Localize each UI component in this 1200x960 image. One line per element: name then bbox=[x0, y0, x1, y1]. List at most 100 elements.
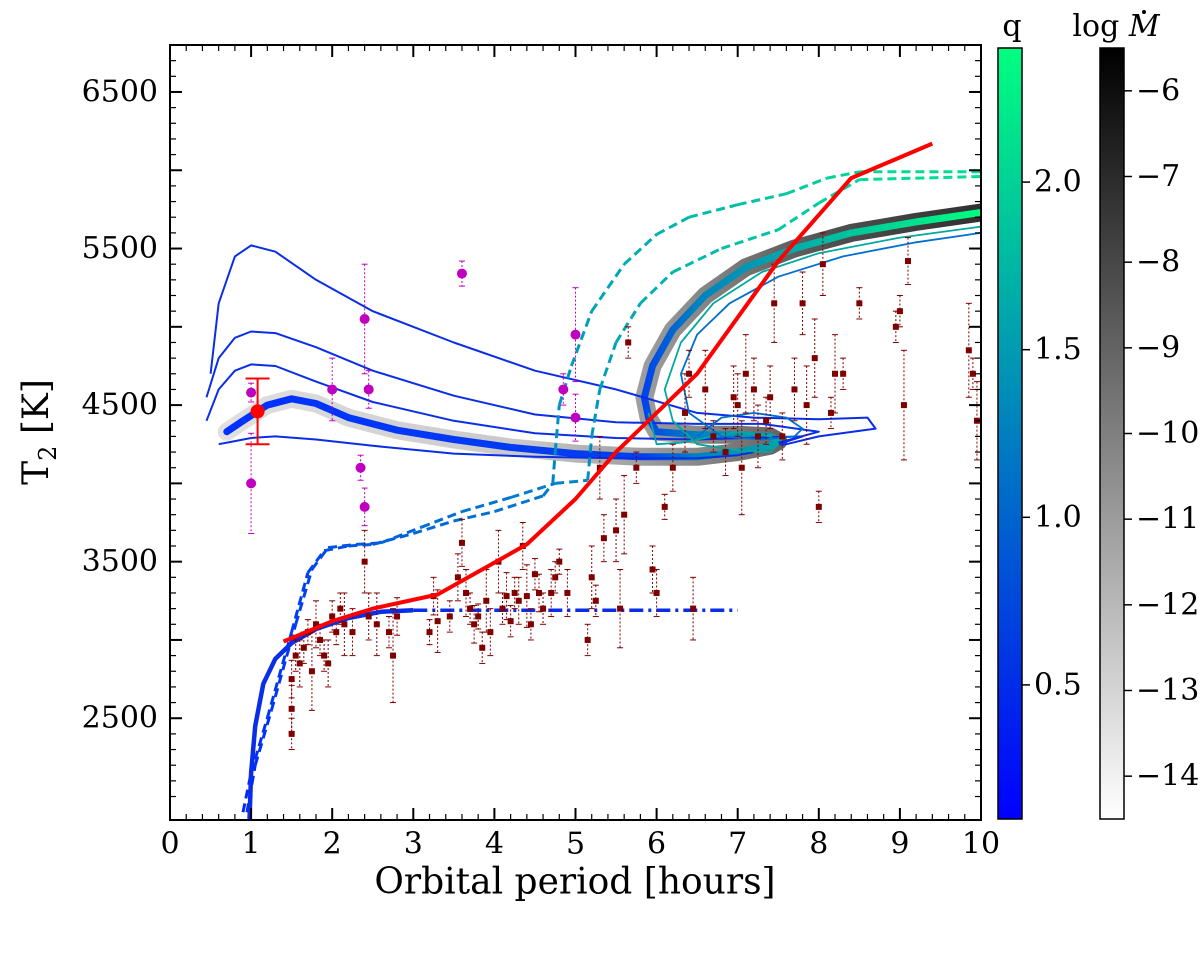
track-dashed-1-segment bbox=[553, 404, 561, 453]
brown-point bbox=[661, 503, 668, 510]
colorbar-mdot-label-var: M bbox=[1128, 9, 1161, 44]
brown-point bbox=[754, 433, 761, 440]
brown-point bbox=[531, 571, 538, 578]
brown-point bbox=[341, 621, 348, 628]
colorbar-mdot-bar bbox=[1099, 47, 1125, 820]
brown-point bbox=[690, 605, 697, 612]
brown-point bbox=[536, 589, 543, 596]
track-main-q-line bbox=[223, 209, 981, 461]
magenta-point bbox=[363, 384, 374, 395]
brown-point bbox=[288, 730, 295, 737]
red-line-path bbox=[282, 141, 934, 644]
brown-point bbox=[832, 370, 839, 377]
colorbar-mdot-label-prefix: log bbox=[1072, 9, 1119, 44]
colorbar-q-tick-label: 2.0 bbox=[1034, 165, 1082, 200]
y-tick-label: 4500 bbox=[82, 388, 158, 423]
y-tick-label: 6500 bbox=[82, 74, 158, 109]
colorbar-q-tick-label: 0.5 bbox=[1034, 667, 1082, 702]
brown-point bbox=[734, 402, 741, 409]
y-axis-title-unit: [K] bbox=[16, 379, 57, 445]
track-blue-thin-2 bbox=[205, 330, 820, 444]
model-tracks bbox=[205, 170, 981, 820]
magenta-point bbox=[570, 412, 581, 423]
brown-point bbox=[896, 308, 903, 315]
colorbar-mdot-ticks: −6 −7 −8 −9 −10 −11 −12 −13 −14 bbox=[1124, 73, 1199, 794]
track-dashed-1-segment bbox=[826, 170, 860, 180]
brown-point bbox=[446, 613, 453, 620]
brown-point bbox=[730, 394, 737, 401]
y-tick-label: 5500 bbox=[82, 231, 158, 266]
brown-point bbox=[288, 676, 295, 683]
brown-point bbox=[426, 629, 433, 636]
brown-point bbox=[527, 621, 534, 628]
x-tick-label: 10 bbox=[962, 827, 1000, 862]
colorbar-mdot-tick-label: −10 bbox=[1136, 416, 1199, 451]
brown-point bbox=[300, 644, 307, 651]
brown-point bbox=[515, 597, 522, 604]
magenta-point bbox=[570, 329, 581, 340]
brown-point bbox=[349, 629, 356, 636]
track-dashed-1-segment bbox=[688, 203, 739, 219]
brown-point bbox=[325, 660, 332, 667]
highlighted-system-marker bbox=[245, 377, 270, 446]
brown-point bbox=[308, 668, 315, 675]
brown-point bbox=[458, 539, 465, 546]
colorbar-mdot: log M −6 −7 −8 −9 −10 −11 −12 −13 −14 bbox=[1072, 9, 1199, 820]
track-dashed-2-segment bbox=[420, 510, 463, 529]
track-dashed-2-segment bbox=[253, 709, 273, 766]
magenta-point bbox=[359, 501, 370, 512]
brown-point bbox=[649, 566, 656, 573]
x-tick-label: 5 bbox=[566, 827, 585, 862]
brown-point bbox=[856, 300, 863, 307]
track-dashed-1-segment bbox=[623, 233, 658, 266]
x-tick-label: 6 bbox=[647, 827, 666, 862]
brown-point bbox=[329, 613, 336, 620]
x-tick-label: 7 bbox=[728, 827, 747, 862]
brown-point bbox=[394, 613, 401, 620]
brown-point bbox=[434, 618, 441, 625]
brown-point bbox=[763, 417, 770, 424]
colorbar-mdot-tick-label: −7 bbox=[1136, 159, 1180, 194]
brown-point bbox=[965, 347, 972, 354]
colorbar-q-bar bbox=[997, 47, 1023, 820]
brown-point bbox=[613, 527, 620, 534]
track-dashed-1-segment bbox=[737, 192, 787, 207]
axis-ticks: 0 1 2 3 4 5 6 7 8 9 10 2500 3500 4500 5500 6500 bbox=[82, 44, 1000, 862]
x-tick-label: 0 bbox=[160, 827, 179, 862]
track-dashed-2-segment bbox=[777, 201, 820, 231]
brown-point bbox=[540, 605, 547, 612]
brown-point bbox=[288, 705, 295, 712]
colorbar-mdot-tick-label: −12 bbox=[1136, 587, 1199, 622]
brown-point bbox=[892, 323, 899, 330]
colorbar-mdot-tick-label: −6 bbox=[1136, 73, 1180, 108]
track-blue-thin-4 bbox=[218, 435, 755, 460]
brown-point bbox=[523, 593, 530, 600]
plot-area: 0 1 2 3 4 5 6 7 8 9 10 2500 3500 4500 5500 6500 bbox=[82, 44, 1000, 862]
track-dashed-2-segment bbox=[598, 342, 618, 390]
track-dashed-2-segment bbox=[327, 542, 357, 550]
colorbar-mdot-tick-label: −14 bbox=[1136, 759, 1199, 794]
brown-point bbox=[454, 574, 461, 581]
magenta-point bbox=[355, 462, 366, 473]
brown-point bbox=[633, 464, 640, 471]
red-relation-line bbox=[282, 141, 934, 644]
magenta-point bbox=[246, 387, 257, 398]
colorbar-q-ticks: 0.5 1.0 1.5 2.0 bbox=[1022, 165, 1082, 702]
brown-point bbox=[600, 535, 607, 542]
brown-point bbox=[390, 652, 397, 659]
x-tick-label: 4 bbox=[485, 827, 504, 862]
x-axis-title: Orbital period [hours] bbox=[374, 862, 775, 903]
brown-point bbox=[791, 386, 798, 393]
brown-point bbox=[811, 355, 818, 362]
brown-point bbox=[548, 589, 555, 596]
track-dashed-2-segment bbox=[639, 270, 674, 305]
brown-point bbox=[556, 558, 563, 565]
magenta-point bbox=[246, 478, 257, 489]
brown-point bbox=[317, 636, 324, 643]
y-tick-label: 3500 bbox=[82, 544, 158, 579]
observed-points bbox=[246, 232, 980, 751]
brown-point bbox=[487, 629, 494, 636]
brown-point bbox=[710, 433, 717, 440]
colorbar-mdot-tick-label: −11 bbox=[1136, 502, 1199, 537]
